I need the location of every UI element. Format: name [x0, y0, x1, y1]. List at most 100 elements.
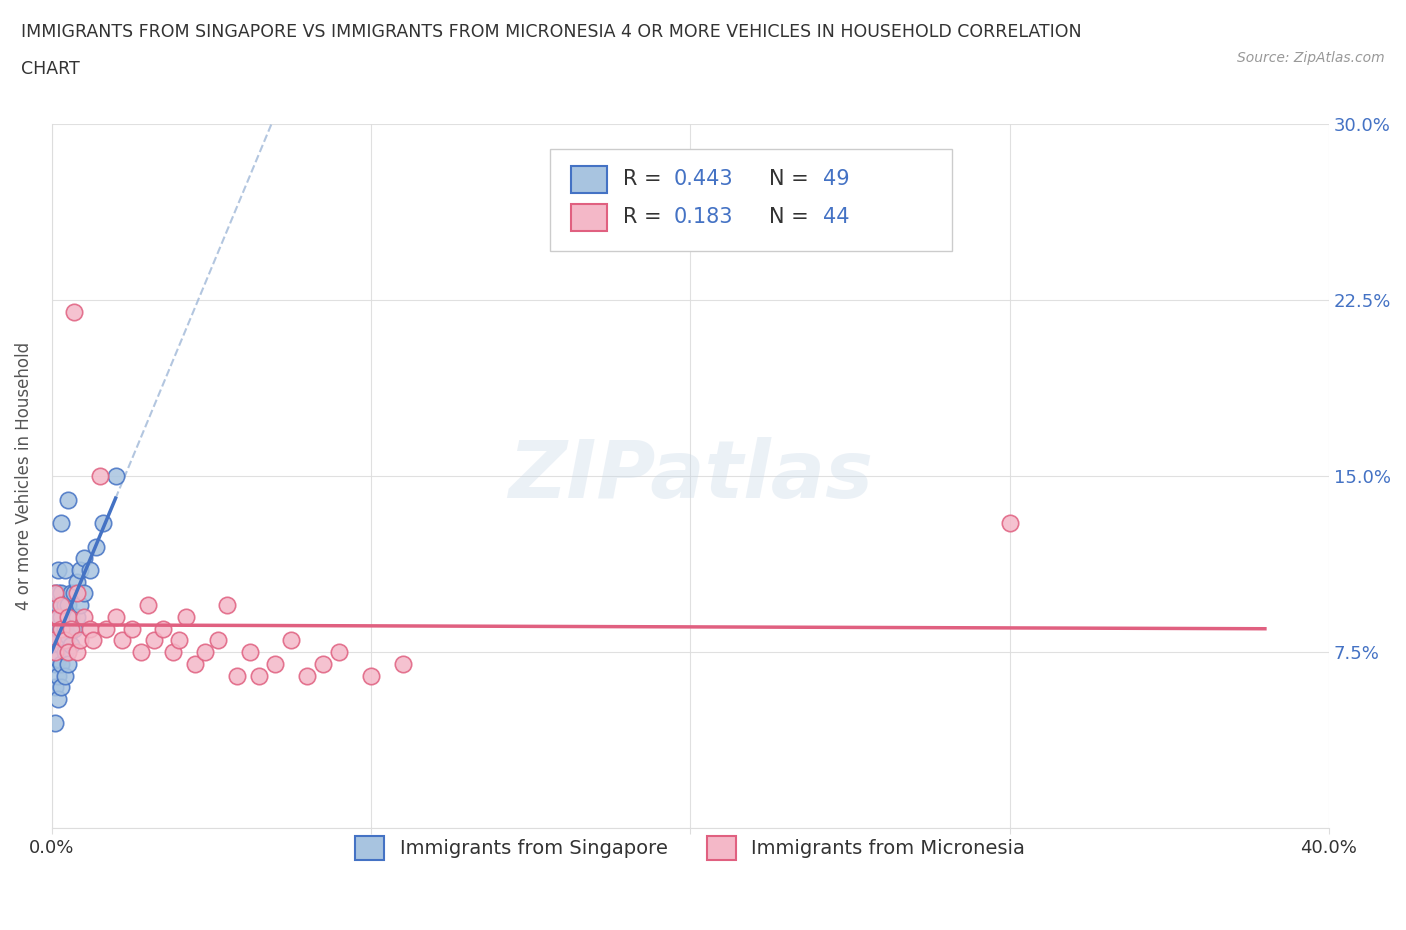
- Point: [104, 609, 127, 624]
- Point: [360, 668, 382, 683]
- Point: [44, 633, 66, 648]
- Point: [998, 515, 1021, 530]
- Point: [142, 633, 165, 648]
- Point: [69, 598, 91, 613]
- Point: [51, 609, 73, 624]
- Point: [46, 692, 69, 707]
- Point: [44, 586, 66, 601]
- Point: [162, 644, 184, 659]
- Point: [82, 633, 104, 648]
- Point: [51, 598, 73, 613]
- Y-axis label: 4 or more Vehicles in Household: 4 or more Vehicles in Household: [15, 342, 32, 610]
- Point: [207, 633, 229, 648]
- Point: [73, 551, 96, 565]
- Point: [46, 586, 69, 601]
- Point: [44, 586, 66, 601]
- Point: [152, 621, 174, 636]
- Point: [121, 621, 143, 636]
- Point: [111, 633, 134, 648]
- Point: [46, 598, 69, 613]
- Point: [46, 652, 69, 667]
- Point: [51, 586, 73, 601]
- Point: [392, 657, 415, 671]
- Point: [51, 621, 73, 636]
- Text: N =: N =: [769, 169, 815, 189]
- Point: [129, 644, 152, 659]
- Text: CHART: CHART: [21, 60, 80, 78]
- Point: [59, 586, 82, 601]
- Point: [56, 492, 79, 507]
- Point: [295, 668, 318, 683]
- Point: [63, 304, 86, 319]
- Point: [328, 644, 350, 659]
- Text: N =: N =: [769, 207, 815, 227]
- Point: [44, 644, 66, 659]
- Point: [46, 633, 69, 648]
- Point: [59, 621, 82, 636]
- Point: [46, 563, 69, 578]
- Point: [69, 563, 91, 578]
- Point: [59, 609, 82, 624]
- Point: [53, 668, 76, 683]
- Point: [79, 621, 101, 636]
- Point: [194, 644, 217, 659]
- Point: [63, 586, 86, 601]
- Point: [41, 633, 63, 648]
- Point: [226, 668, 249, 683]
- Point: [264, 657, 287, 671]
- Point: [66, 575, 89, 590]
- Point: [46, 668, 69, 683]
- Point: [44, 609, 66, 624]
- Point: [94, 621, 117, 636]
- Point: [312, 657, 335, 671]
- Point: [56, 657, 79, 671]
- Point: [53, 644, 76, 659]
- FancyBboxPatch shape: [571, 204, 607, 231]
- Text: 0.443: 0.443: [673, 169, 734, 189]
- Point: [217, 598, 239, 613]
- Point: [56, 598, 79, 613]
- Point: [46, 621, 69, 636]
- Point: [44, 598, 66, 613]
- Point: [51, 621, 73, 636]
- Point: [56, 629, 79, 644]
- Text: IMMIGRANTS FROM SINGAPORE VS IMMIGRANTS FROM MICRONESIA 4 OR MORE VEHICLES IN HO: IMMIGRANTS FROM SINGAPORE VS IMMIGRANTS …: [21, 23, 1081, 41]
- Point: [66, 609, 89, 624]
- Text: R =: R =: [623, 169, 668, 189]
- Point: [46, 609, 69, 624]
- Text: 0.183: 0.183: [673, 207, 733, 227]
- Point: [46, 609, 69, 624]
- Point: [174, 609, 197, 624]
- Point: [66, 644, 89, 659]
- Point: [79, 563, 101, 578]
- Text: 44: 44: [823, 207, 849, 227]
- Point: [63, 621, 86, 636]
- Point: [86, 539, 108, 554]
- Point: [73, 586, 96, 601]
- Legend: Immigrants from Singapore, Immigrants from Micronesia: Immigrants from Singapore, Immigrants fr…: [347, 829, 1033, 868]
- FancyBboxPatch shape: [550, 149, 952, 251]
- Point: [66, 586, 89, 601]
- Point: [56, 644, 79, 659]
- Point: [136, 598, 159, 613]
- Point: [169, 633, 191, 648]
- Point: [51, 515, 73, 530]
- Point: [44, 644, 66, 659]
- Point: [247, 668, 270, 683]
- Point: [89, 469, 111, 484]
- Point: [91, 515, 114, 530]
- Point: [44, 657, 66, 671]
- Point: [73, 609, 96, 624]
- FancyBboxPatch shape: [571, 166, 607, 193]
- Point: [51, 638, 73, 653]
- Point: [69, 633, 91, 648]
- Text: ZIPatlas: ZIPatlas: [508, 437, 873, 515]
- Text: 49: 49: [823, 169, 849, 189]
- Point: [239, 644, 262, 659]
- Point: [53, 598, 76, 613]
- Point: [59, 638, 82, 653]
- Point: [184, 657, 207, 671]
- Point: [280, 633, 302, 648]
- Point: [53, 621, 76, 636]
- Point: [56, 609, 79, 624]
